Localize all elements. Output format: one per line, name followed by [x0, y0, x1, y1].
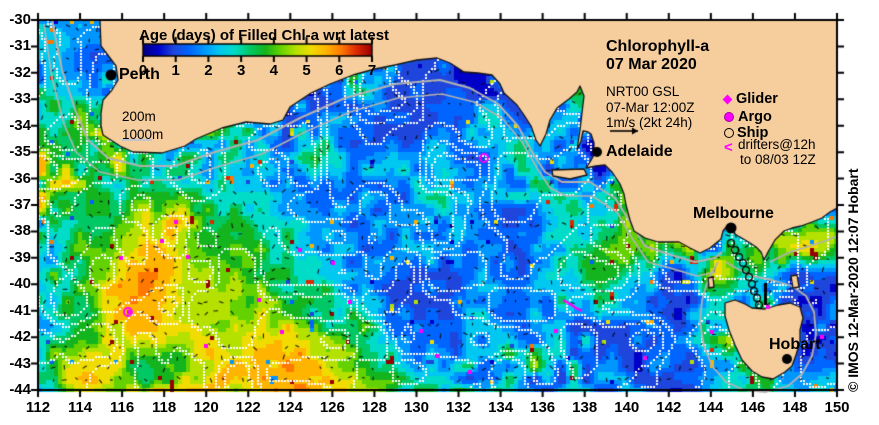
city-label-hobart: Hobart — [769, 336, 821, 353]
credit-text: © IMOS 12-Mar-2020 12:07 Hobart — [845, 168, 861, 392]
depth-label-1000m: 1000m — [122, 126, 164, 142]
y-tick-label: -35 — [9, 143, 31, 161]
colorbar-tick-label: 6 — [335, 62, 344, 79]
y-tick-label: -41 — [9, 301, 31, 319]
legend-label: Argo — [738, 109, 772, 125]
run-info-line1: NRT00 GSL — [606, 84, 680, 99]
x-tick-label: 124 — [277, 399, 303, 416]
run-info-line2: 07-Mar 12:00Z — [606, 99, 695, 115]
x-tick-label: 146 — [740, 399, 766, 416]
y-tick-label: -32 — [9, 63, 31, 81]
y-tick-label: -40 — [9, 275, 31, 293]
depth-contour-sample-line — [122, 139, 152, 141]
drifters-label-line2: to 08/03 12Z — [740, 152, 816, 167]
x-tick-label: 142 — [656, 399, 682, 416]
legend-label: Ship — [737, 125, 769, 141]
x-tick-label: 132 — [446, 399, 472, 416]
x-tick-label: 136 — [530, 399, 556, 416]
colorbar-tick-label: 7 — [367, 62, 377, 79]
x-tick-label: 116 — [109, 399, 135, 416]
y-tick-label: -37 — [9, 196, 31, 213]
glider-icon — [722, 94, 733, 104]
y-tick-label: -43 — [9, 354, 31, 372]
x-tick-label: 126 — [319, 399, 345, 416]
x-tick-label: 140 — [614, 399, 640, 416]
colorbar-tick-label: 1 — [171, 62, 180, 79]
x-tick-label: 128 — [361, 399, 387, 416]
x-tick-label: 122 — [235, 399, 261, 416]
x-tick-label: 148 — [782, 399, 808, 416]
y-tick-label: -38 — [9, 222, 31, 240]
x-tick-label: 118 — [152, 399, 177, 416]
colorbar-tick-label: 4 — [269, 62, 279, 79]
argo-icon — [724, 112, 734, 122]
drifter-icon: < — [724, 139, 733, 156]
colorbar-tick-label: 0 — [138, 62, 148, 79]
x-tick-label: 112 — [25, 399, 51, 416]
y-tick-label: -44 — [9, 381, 31, 398]
y-tick-label: -33 — [9, 90, 31, 108]
figure-title-line2: 07 Mar 2020 — [606, 56, 697, 73]
x-tick-label: 138 — [572, 399, 598, 416]
y-tick-label: -31 — [9, 37, 31, 55]
y-tick-label: -36 — [9, 169, 31, 187]
figure-title-line1: Chlorophyll-a — [606, 38, 710, 55]
x-tick-label: 150 — [824, 399, 850, 416]
y-tick-label: -34 — [9, 116, 31, 134]
colorbar-tick-label: 2 — [204, 62, 213, 79]
depth-labels: 200m 1000m — [122, 108, 163, 143]
x-tick-label: 144 — [698, 399, 724, 416]
colorbar-tick-label: 5 — [302, 62, 311, 79]
x-tick-label: 114 — [67, 399, 93, 416]
ship-icon — [724, 128, 734, 138]
run-info: NRT00 GSL 07-Mar 12:00Z 1m/s (2kt 24h) — [606, 84, 695, 131]
y-tick-label: -42 — [9, 328, 31, 346]
city-label-adelaide: Adelaide — [606, 143, 673, 160]
legend-item-glider: Glider — [722, 91, 778, 107]
drifters-label-line1: drifters@12h — [738, 137, 816, 152]
y-tick-label: -30 — [9, 11, 31, 28]
figure-title: Chlorophyll-a 07 Mar 2020 — [606, 38, 709, 74]
x-tick-label: 120 — [193, 399, 219, 416]
legend-item-ship: Ship — [724, 125, 768, 141]
y-tick-label: -39 — [9, 248, 31, 266]
city-label-melbourne: Melbourne — [693, 205, 774, 222]
depth-label-200m: 200m — [122, 109, 156, 124]
legend-label: Glider — [736, 91, 778, 107]
colorbar-tick-label: 3 — [236, 62, 246, 79]
x-tick-label: 134 — [488, 399, 514, 416]
x-tick-label: 130 — [403, 399, 429, 416]
legend-item-argo: Argo — [724, 109, 772, 125]
city-label-perth: Perth — [119, 66, 160, 83]
run-info-line3: 1m/s (2kt 24h) — [606, 115, 693, 130]
colorbar-title: Age (days) of Filled Chl-a wrt latest — [139, 27, 390, 44]
